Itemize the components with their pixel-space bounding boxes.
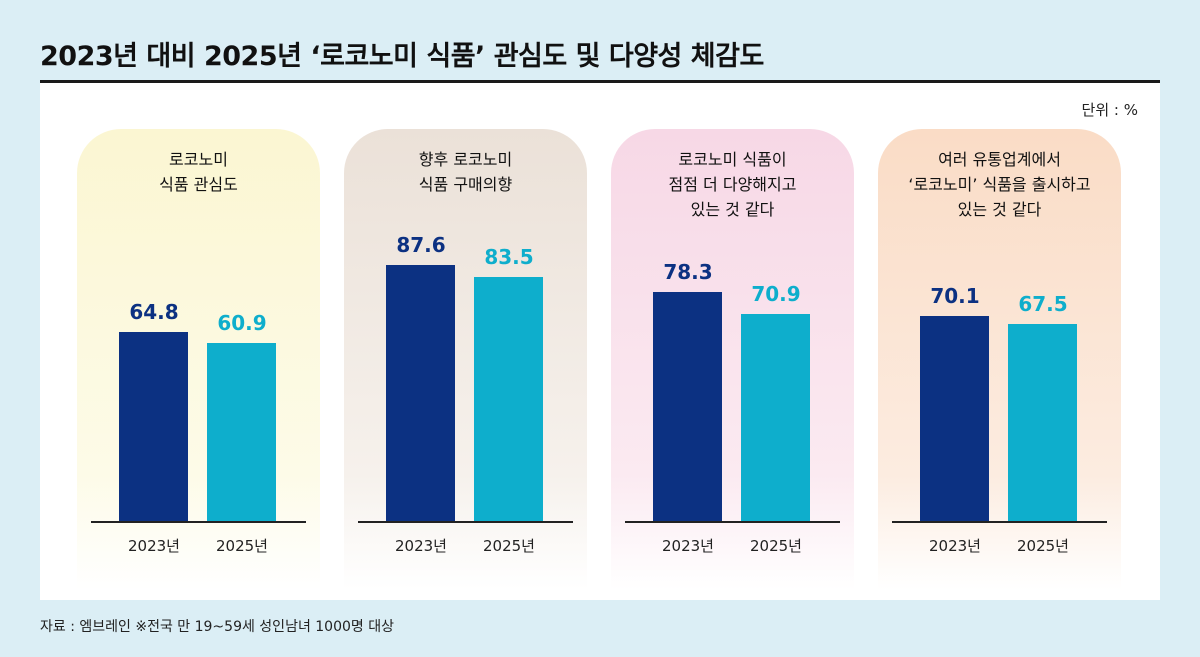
data-label-2023: 78.3 bbox=[663, 260, 713, 285]
data-label-2025: 60.9 bbox=[217, 311, 267, 336]
x-axis-baseline bbox=[892, 521, 1107, 523]
x-axis-baseline bbox=[358, 521, 573, 523]
bar-2023 bbox=[119, 331, 188, 521]
chart-panel: 단위 : % 로코노미 식품 관심도 64.8 2023년 60.9 2025년 향후… bbox=[40, 83, 1160, 600]
card-title: 로코노미 식품 관심도 bbox=[159, 150, 238, 194]
bar-2025 bbox=[474, 277, 543, 521]
chart-card-retail-launch: 여러 유통업계에서 ‘로코노미’ 식품을 출시하고 있는 것 같다 70.1 20… bbox=[878, 129, 1121, 590]
x-tick-label: 2023년 bbox=[662, 537, 714, 555]
bar-2023 bbox=[386, 265, 455, 521]
x-tick-label: 2025년 bbox=[483, 537, 535, 555]
source-note: 자료 : 엠브레인 ※전국 만 19~59세 성인남녀 1000명 대상 bbox=[40, 619, 394, 635]
x-tick-label: 2025년 bbox=[1017, 537, 1069, 555]
card-title: 향후 로코노미 식품 구매의향 bbox=[418, 150, 513, 194]
bar-2025 bbox=[207, 343, 276, 521]
bar-2023 bbox=[653, 292, 722, 521]
x-tick-label: 2023년 bbox=[128, 537, 180, 555]
x-tick-label: 2025년 bbox=[216, 537, 268, 555]
data-label-2023: 70.1 bbox=[930, 284, 980, 309]
chart-card-diversity: 로코노미 식품이 점점 더 다양해지고 있는 것 같다 78.3 2023년 70.… bbox=[611, 129, 854, 590]
x-axis-baseline bbox=[625, 521, 840, 523]
data-label-2025: 67.5 bbox=[1018, 291, 1068, 316]
bar-2025 bbox=[741, 313, 810, 521]
data-label-2025: 83.5 bbox=[484, 245, 534, 270]
data-label-2023: 64.8 bbox=[129, 299, 179, 324]
unit-label: 단위 : % bbox=[1081, 101, 1138, 119]
x-axis-baseline bbox=[91, 521, 306, 523]
x-tick-label: 2025년 bbox=[750, 537, 802, 555]
x-tick-label: 2023년 bbox=[395, 537, 447, 555]
data-label-2023: 87.6 bbox=[396, 233, 446, 258]
x-tick-label: 2023년 bbox=[929, 537, 981, 555]
chart-card-interest: 로코노미 식품 관심도 64.8 2023년 60.9 2025년 bbox=[77, 129, 320, 590]
bar-2025 bbox=[1008, 323, 1077, 521]
chart-card-purchase-intent: 향후 로코노미 식품 구매의향 87.6 2023년 83.5 2025년 bbox=[344, 129, 587, 590]
title-divider bbox=[40, 80, 1160, 83]
chart-title: 2023년 대비 2025년 ‘로코노미 식품’ 관심도 및 다양성 체감도 bbox=[40, 41, 764, 72]
data-label-2025: 70.9 bbox=[751, 281, 801, 306]
bar-2023 bbox=[920, 316, 989, 521]
card-title: 여러 유통업계에서 ‘로코노미’ 식품을 출시하고 있는 것 같다 bbox=[908, 150, 1091, 219]
card-title: 로코노미 식품이 점점 더 다양해지고 있는 것 같다 bbox=[668, 150, 797, 219]
